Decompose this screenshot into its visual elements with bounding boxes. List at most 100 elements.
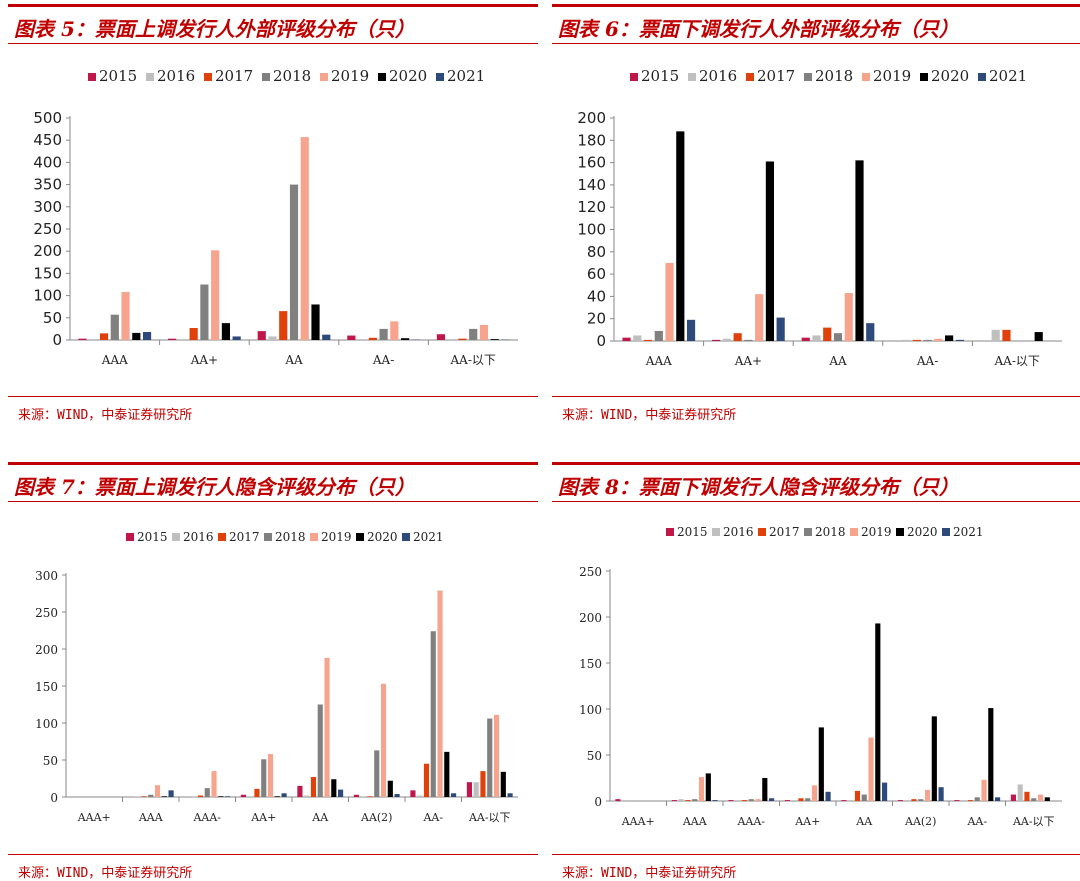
bar xyxy=(676,131,685,341)
bar xyxy=(132,332,141,340)
x-tick-label: AA(2) xyxy=(360,811,392,824)
chart-title: 图表 7：票面上调发行人隐含评级分布（只） xyxy=(14,475,415,499)
chart-title: 图表 5：票面上调发行人外部评级分布（只） xyxy=(14,17,415,41)
bar xyxy=(387,780,393,797)
bar xyxy=(390,321,399,340)
bar xyxy=(875,623,881,801)
legend-swatch xyxy=(862,73,870,81)
bar xyxy=(304,795,310,797)
bar xyxy=(254,788,260,797)
bar xyxy=(480,771,486,797)
legend-swatch xyxy=(320,73,328,81)
x-tick-label: AA xyxy=(284,353,303,367)
legend-swatch xyxy=(402,533,410,541)
bar xyxy=(89,339,98,340)
bar-chart-external-up: 2015 2016 2017 2018 2019 2020 2021 0 50 100 150 200… xyxy=(33,67,518,367)
bar xyxy=(451,793,457,797)
bar xyxy=(380,683,387,797)
legend-swatch xyxy=(712,528,720,536)
bar xyxy=(268,336,277,340)
x-tick-label: AA(2) xyxy=(904,815,936,828)
legend-label: 2017 xyxy=(215,67,253,85)
legend-swatch xyxy=(218,533,226,541)
y-tick-label: 0 xyxy=(596,332,606,350)
bar xyxy=(261,759,267,797)
bar xyxy=(178,339,187,340)
bar xyxy=(211,250,220,340)
bar xyxy=(211,771,217,797)
x-tick-label: AA xyxy=(311,811,329,824)
y-tick-label: 200 xyxy=(579,611,602,625)
y-tick-label: 40 xyxy=(587,287,606,305)
x-tick-label: AA xyxy=(828,354,847,368)
bar xyxy=(911,799,917,801)
y-tick-label: 150 xyxy=(35,680,58,694)
legend-swatch xyxy=(262,73,270,81)
source-note: 来源：WIND，中泰证券研究所 xyxy=(562,408,737,423)
bar xyxy=(755,799,761,801)
bar xyxy=(168,338,177,340)
bar xyxy=(823,327,832,341)
bar xyxy=(955,339,964,341)
y-tick-label: 50 xyxy=(43,309,62,327)
legend-swatch xyxy=(378,73,386,81)
bar xyxy=(665,262,674,341)
bar xyxy=(798,798,804,801)
bar xyxy=(861,794,867,801)
bar xyxy=(297,785,303,797)
legend-label: 2018 xyxy=(273,67,311,85)
bar xyxy=(436,334,446,340)
bar xyxy=(733,333,742,341)
bar xyxy=(855,160,864,341)
legend-label: 2015 xyxy=(137,530,168,544)
legend-swatch xyxy=(804,73,812,81)
title-bar: 图表 6：票面下调发行人外部评级分布（只） xyxy=(552,4,1080,44)
bar xyxy=(274,796,280,797)
bar xyxy=(257,331,266,340)
y-tick-label: 0 xyxy=(594,795,602,809)
title-bar: 图表 7：票面上调发行人隐含评级分布（只） xyxy=(8,462,538,502)
bar xyxy=(479,324,489,340)
x-tick-label: AA+ xyxy=(794,815,820,828)
y-tick-label: 300 xyxy=(35,569,58,583)
bar xyxy=(741,800,748,801)
bar xyxy=(437,590,443,797)
x-tick-label: AA+ xyxy=(190,353,218,367)
y-tick-label: 250 xyxy=(579,565,602,579)
bar xyxy=(654,330,663,341)
bar xyxy=(121,292,130,340)
x-tick-label: AAA xyxy=(645,354,672,368)
x-tick-label: AA-以下 xyxy=(994,354,1040,368)
source-note: 来源：WIND，中泰证券研究所 xyxy=(18,866,193,881)
bar xyxy=(991,329,1000,341)
bar xyxy=(643,339,653,341)
legend-label: 2020 xyxy=(931,67,969,85)
bar xyxy=(374,750,380,797)
y-tick-label: 20 xyxy=(587,310,606,328)
x-tick-label: AA+ xyxy=(734,354,762,368)
bar xyxy=(934,338,943,341)
bar-chart-external-down: 2015 2016 2017 2018 2019 2020 2021 0 20 40 60 80 100… xyxy=(577,67,1062,368)
legend-label: 2020 xyxy=(389,67,427,85)
bar xyxy=(473,782,479,797)
y-tick-label: 450 xyxy=(33,131,62,149)
bar xyxy=(897,800,903,801)
legend-swatch xyxy=(88,73,96,81)
bar xyxy=(444,751,450,797)
legend-label: 2019 xyxy=(331,67,369,85)
bar xyxy=(1010,794,1016,801)
bar xyxy=(805,798,811,801)
x-tick-label: AA- xyxy=(422,811,443,824)
legend-label: 2016 xyxy=(723,525,754,539)
x-tick-label: AAA- xyxy=(192,811,221,824)
y-tick-label: 120 xyxy=(577,198,606,216)
bar xyxy=(267,754,274,797)
bar xyxy=(1034,332,1043,341)
legend-swatch xyxy=(746,73,754,81)
bar xyxy=(722,338,731,341)
legend-swatch xyxy=(310,533,318,541)
bar xyxy=(791,800,797,801)
bar xyxy=(1044,797,1050,801)
bar-chart-implied-up: 2015 2016 2017 2018 2019 2020 2021 0 50 100 150 200… xyxy=(35,530,518,824)
bar xyxy=(961,800,967,801)
